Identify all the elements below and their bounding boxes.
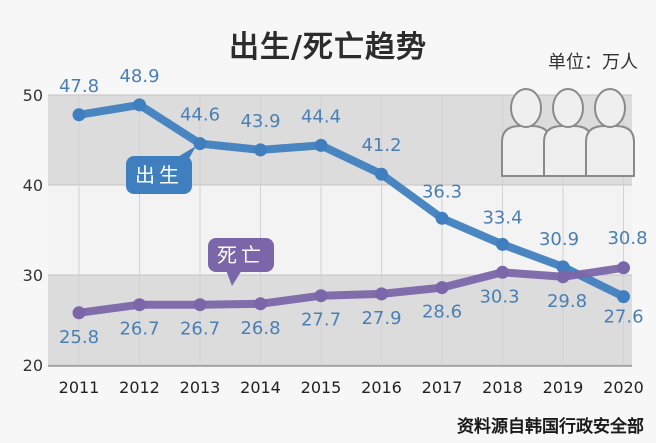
data-point — [314, 138, 328, 152]
data-point — [133, 98, 146, 112]
data-label: 26.8 — [240, 318, 280, 339]
person-icon — [501, 88, 551, 177]
y-tick-label: 40 — [23, 176, 43, 195]
data-point — [254, 143, 267, 157]
data-label: 28.6 — [422, 302, 462, 323]
series-line-birth — [75, 100, 628, 301]
data-label: 44.4 — [301, 106, 341, 127]
x-tick-label: 2017 — [422, 378, 463, 397]
data-label: 26.7 — [180, 319, 220, 340]
data-label: 27.7 — [301, 310, 341, 331]
data-point — [556, 260, 570, 274]
x-tick-label: 2011 — [59, 378, 100, 397]
data-label: 30.8 — [607, 228, 647, 249]
data-label: 30.9 — [539, 229, 579, 250]
legend-birth-bubble: 出生 — [126, 146, 196, 194]
legend-death-bubble: 死亡 — [208, 238, 274, 286]
data-label: 30.3 — [479, 286, 519, 307]
data-label: 41.2 — [361, 135, 401, 156]
chart-title: 出生/死亡趋势 — [229, 30, 427, 65]
x-tick-label: 2013 — [180, 378, 221, 397]
data-label: 29.8 — [547, 291, 587, 312]
data-point — [314, 289, 328, 303]
data-label: 44.6 — [180, 105, 220, 126]
unit-label: 单位：万人 — [548, 52, 638, 73]
data-point — [556, 270, 570, 284]
person-icon — [543, 88, 593, 177]
band-20-30 — [48, 275, 632, 365]
data-label: 43.9 — [240, 111, 280, 132]
data-label: 27.9 — [361, 308, 401, 329]
data-point — [617, 261, 630, 275]
y-tick-label: 50 — [23, 86, 43, 105]
data-label: 25.8 — [59, 327, 99, 348]
data-point — [133, 298, 146, 312]
person-icon — [585, 88, 635, 177]
x-tick-label: 2012 — [119, 378, 160, 397]
data-point — [496, 265, 509, 279]
x-tick-label: 2018 — [482, 378, 523, 397]
x-tick-label: 2016 — [361, 378, 402, 397]
data-point — [617, 290, 630, 304]
data-point — [435, 211, 449, 225]
data-point — [496, 237, 509, 251]
series-line-death — [75, 263, 628, 317]
data-point — [375, 167, 388, 181]
y-tick-label: 20 — [23, 356, 43, 375]
data-point — [193, 137, 207, 151]
data-label: 33.4 — [482, 207, 522, 228]
x-tick-label: 2020 — [603, 378, 644, 397]
data-point — [72, 306, 86, 320]
data-label: 26.7 — [119, 319, 159, 340]
data-label: 47.8 — [59, 76, 99, 97]
x-tick-label: 2015 — [301, 378, 342, 397]
svg-text:死亡: 死亡 — [217, 243, 265, 267]
data-point — [72, 108, 86, 122]
data-point — [435, 281, 449, 295]
data-point — [193, 298, 207, 312]
data-label: 27.6 — [603, 307, 643, 328]
data-point — [254, 297, 267, 311]
source-note: 资料源自韩国行政安全部 — [457, 417, 644, 437]
data-label: 36.3 — [422, 181, 462, 202]
data-label: 48.9 — [119, 66, 159, 87]
y-tick-label: 30 — [23, 266, 43, 285]
x-tick-label: 2014 — [240, 378, 281, 397]
x-tick-label: 2019 — [543, 378, 584, 397]
data-point — [375, 287, 388, 301]
svg-text:出生: 出生 — [135, 163, 183, 187]
